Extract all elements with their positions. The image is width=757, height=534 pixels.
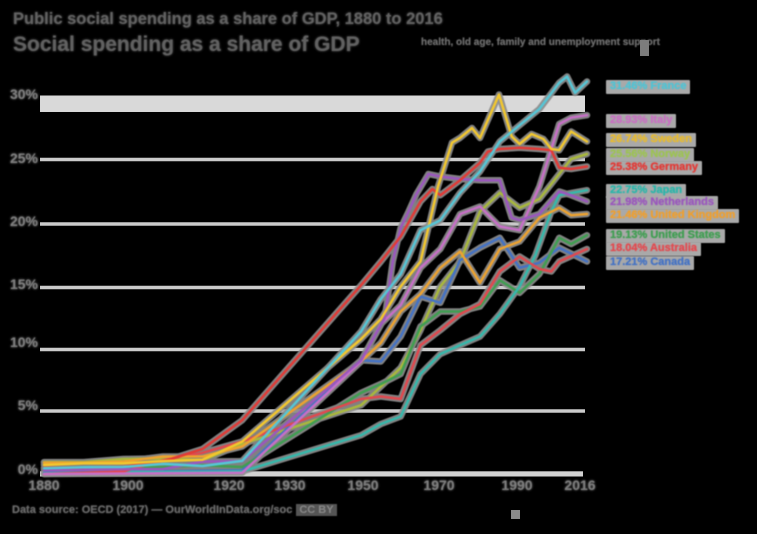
- svg-text:30%: 30%: [10, 86, 39, 102]
- svg-text:15%: 15%: [10, 276, 39, 292]
- svg-text:0%: 0%: [18, 461, 39, 477]
- svg-text:5%: 5%: [18, 397, 39, 413]
- svg-text:1970: 1970: [423, 477, 454, 493]
- svg-text:25%: 25%: [10, 150, 39, 166]
- svg-text:1990: 1990: [501, 477, 532, 493]
- svg-text:10%: 10%: [10, 334, 39, 350]
- svg-text:1920: 1920: [213, 477, 244, 493]
- svg-text:1900: 1900: [112, 477, 143, 493]
- svg-text:1880: 1880: [28, 477, 59, 493]
- svg-text:2016: 2016: [564, 477, 595, 493]
- svg-text:1950: 1950: [347, 477, 378, 493]
- svg-text:1930: 1930: [274, 477, 305, 493]
- svg-text:20%: 20%: [10, 213, 39, 229]
